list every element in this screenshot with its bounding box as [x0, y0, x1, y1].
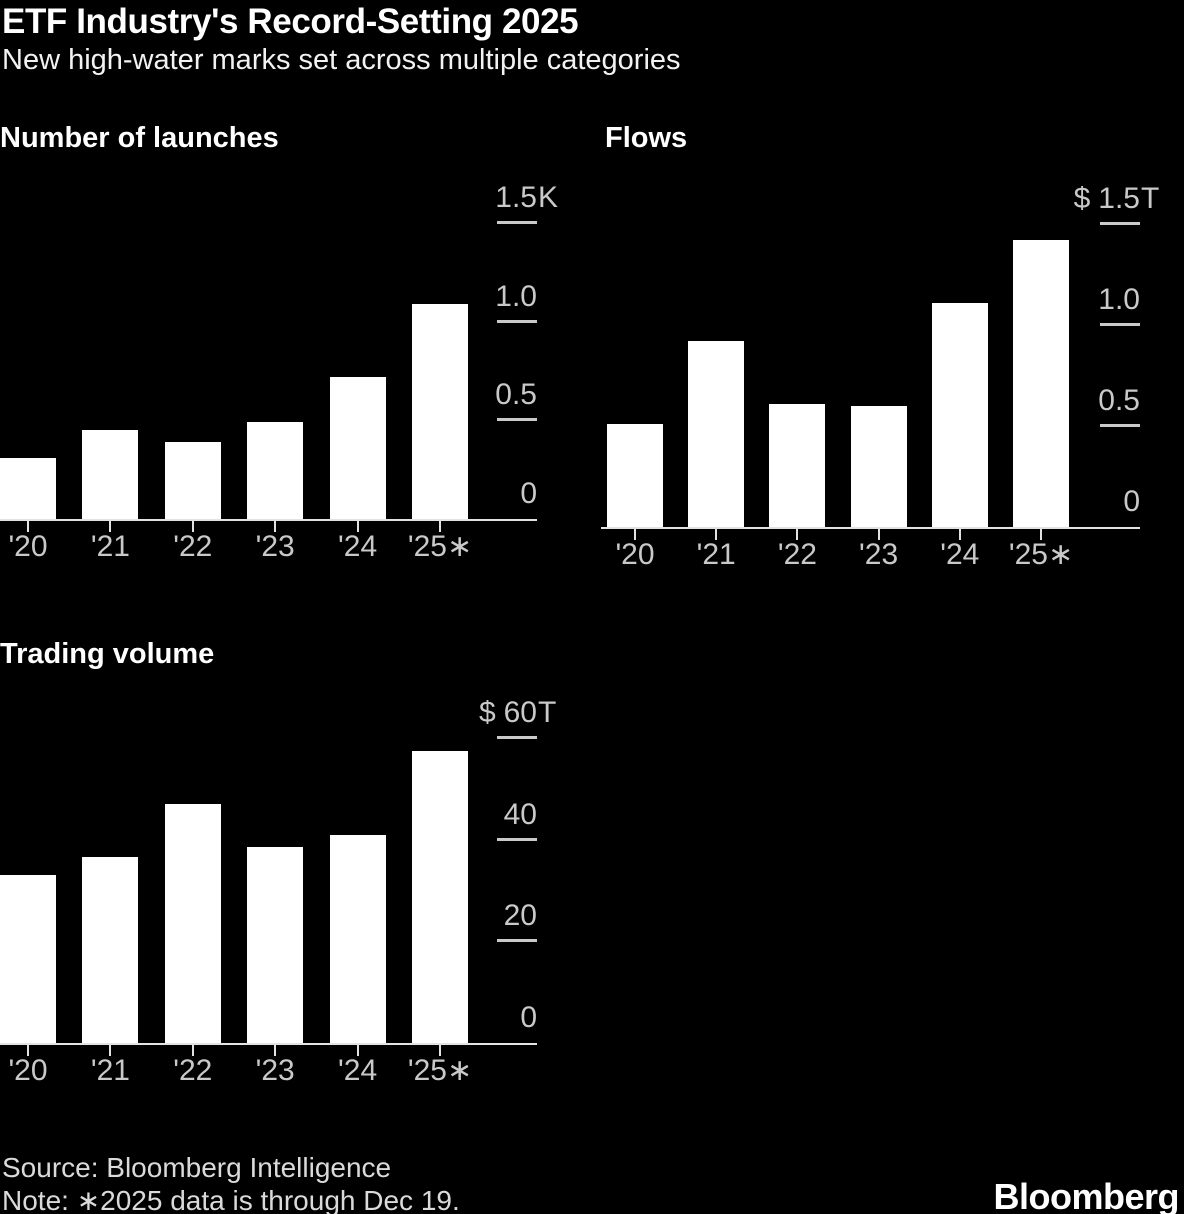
page-subtitle: New high-water marks set across multiple…: [2, 44, 681, 76]
y-tick-dash: [497, 939, 537, 943]
x-tick: [274, 1045, 277, 1056]
x-tick: [877, 529, 880, 540]
bar-25: [412, 750, 468, 1043]
x-tick-label: '20: [8, 1054, 48, 1087]
y-tick-dash: [497, 418, 537, 422]
y-tick-label: 0: [520, 1001, 537, 1034]
x-tick-label: '24: [338, 1054, 378, 1087]
currency-prefix: $: [1073, 182, 1091, 215]
bar-21: [688, 341, 745, 527]
x-tick: [796, 529, 799, 540]
bar-24: [329, 376, 386, 519]
y-tick-label: 0.5: [1098, 384, 1140, 417]
x-tick-label: '23: [255, 530, 295, 563]
x-tick-label: '23: [859, 538, 899, 571]
x-tick: [27, 1045, 29, 1056]
chart-title: Number of launches: [0, 122, 279, 154]
y-tick-label: 0.5: [495, 378, 537, 412]
y-tick-dash: [1100, 323, 1140, 326]
x-tick-label: '22: [777, 538, 817, 571]
y-tick-dash: [497, 319, 537, 323]
y-tick-label: 1.0: [495, 279, 537, 313]
bar-20: [607, 423, 663, 527]
y-tick-dash: [497, 837, 537, 841]
y-tick-label: $1.5 T: [1073, 182, 1160, 215]
bar-22: [769, 403, 826, 527]
x-tick-label: '20: [615, 538, 655, 571]
y-tick-dash: [1100, 222, 1140, 225]
bar-20: [0, 875, 56, 1043]
bar-24: [329, 834, 386, 1043]
bar-24: [931, 302, 988, 527]
x-tick: [958, 529, 961, 540]
x-tick: [715, 529, 718, 540]
x-tick-label: '22: [173, 1054, 213, 1087]
x-tick: [439, 521, 441, 532]
unit-suffix: T: [1141, 182, 1160, 215]
x-tick: [27, 521, 29, 532]
y-tick-label: 0: [1123, 485, 1140, 518]
x-tick-label: '25∗: [407, 530, 473, 563]
y-tick-dash: [497, 220, 537, 224]
x-tick: [1040, 529, 1042, 540]
bloomberg-logo: Bloomberg: [993, 1176, 1179, 1214]
y-tick-dash: [497, 735, 537, 739]
x-tick-label: '24: [338, 530, 378, 563]
x-tick-label: '25∗: [1008, 538, 1074, 571]
x-tick: [634, 529, 636, 540]
x-tick-label: '21: [696, 538, 736, 571]
chart-title: Trading volume: [0, 638, 215, 670]
x-tick: [109, 1045, 112, 1056]
bar-23: [850, 405, 907, 527]
bar-22: [164, 441, 221, 519]
bar-22: [164, 804, 221, 1043]
x-tick: [356, 1045, 359, 1056]
y-tick-label: 0: [520, 477, 537, 510]
footnote: Note: ∗2025 data is through Dec 19.: [2, 1185, 460, 1214]
x-tick-label: '22: [173, 530, 213, 563]
x-tick-label: '20: [8, 530, 48, 563]
x-axis-line: [0, 1043, 537, 1045]
bar-21: [82, 857, 139, 1043]
bar-25: [412, 303, 468, 519]
x-tick: [109, 521, 112, 532]
x-tick: [356, 521, 359, 532]
y-tick-label: 1.0: [1098, 283, 1140, 316]
unit-suffix: T: [538, 695, 557, 729]
x-tick-label: '24: [940, 538, 980, 571]
bar-23: [247, 422, 304, 519]
x-axis-line: [601, 527, 1140, 529]
source-note: Source: Bloomberg Intelligence: [2, 1152, 392, 1183]
bar-23: [247, 847, 304, 1043]
chart-title: Flows: [605, 122, 688, 154]
y-tick-label: 20: [503, 899, 537, 933]
y-tick-label: $60 T: [478, 695, 557, 729]
bar-25: [1013, 240, 1069, 527]
bar-21: [82, 430, 139, 519]
bar-20: [0, 457, 56, 519]
x-tick: [191, 1045, 194, 1056]
x-tick-label: '21: [90, 530, 130, 563]
x-tick-label: '23: [255, 1054, 295, 1087]
y-tick-label: 1.5 K: [495, 180, 559, 214]
y-tick-dash: [1100, 424, 1140, 427]
unit-suffix: K: [538, 180, 559, 214]
page-title: ETF Industry's Record-Setting 2025: [2, 2, 579, 41]
currency-prefix: $: [478, 695, 496, 729]
x-axis-line: [0, 519, 537, 521]
x-tick: [439, 1045, 441, 1056]
x-tick-label: '25∗: [407, 1054, 473, 1087]
x-tick: [191, 521, 194, 532]
y-tick-label: 40: [503, 797, 537, 831]
x-tick: [274, 521, 277, 532]
x-tick-label: '21: [90, 1054, 130, 1087]
